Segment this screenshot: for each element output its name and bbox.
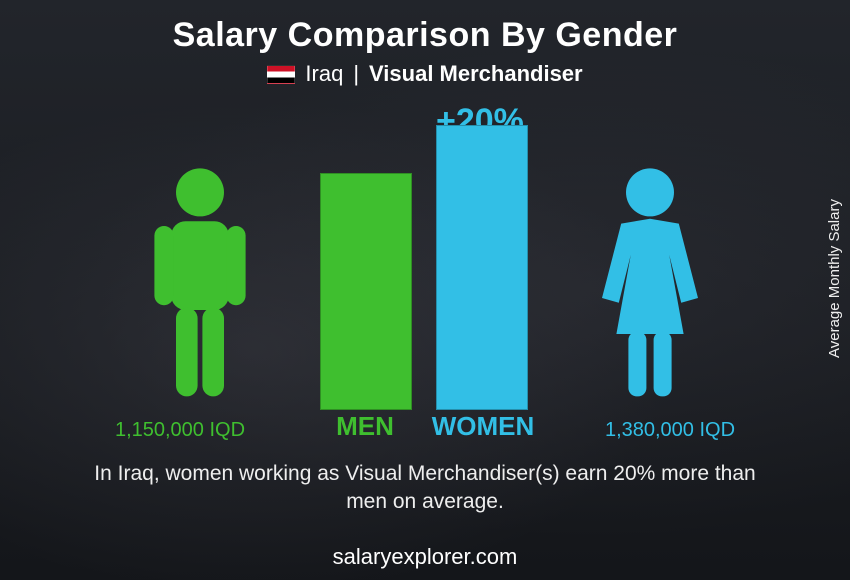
- female-person-icon: [590, 166, 710, 406]
- country-label: Iraq: [305, 61, 343, 87]
- women-salary: 1,380,000 IQD: [570, 419, 770, 442]
- footer-site: salaryexplorer.com: [0, 544, 850, 570]
- header: Salary Comparison By Gender Iraq | Visua…: [0, 0, 850, 87]
- women-label: WOMEN: [418, 411, 548, 442]
- women-bar: [436, 125, 528, 410]
- salary-chart: +20% MEN WOMEN 1,150,000 IQD 1,380,000 I…: [0, 120, 850, 450]
- subtitle: Iraq | Visual Merchandiser: [0, 61, 850, 87]
- male-person-icon: [140, 166, 260, 406]
- page-title: Salary Comparison By Gender: [0, 16, 850, 55]
- job-title: Visual Merchandiser: [369, 61, 583, 87]
- summary-text: In Iraq, women working as Visual Merchan…: [0, 460, 850, 517]
- men-label: MEN: [300, 411, 430, 442]
- y-axis-label: Average Monthly Salary: [826, 199, 843, 358]
- men-salary: 1,150,000 IQD: [80, 419, 280, 442]
- pipe-separator: |: [353, 61, 359, 87]
- iraq-flag-icon: [267, 65, 295, 84]
- men-bar: [320, 173, 412, 410]
